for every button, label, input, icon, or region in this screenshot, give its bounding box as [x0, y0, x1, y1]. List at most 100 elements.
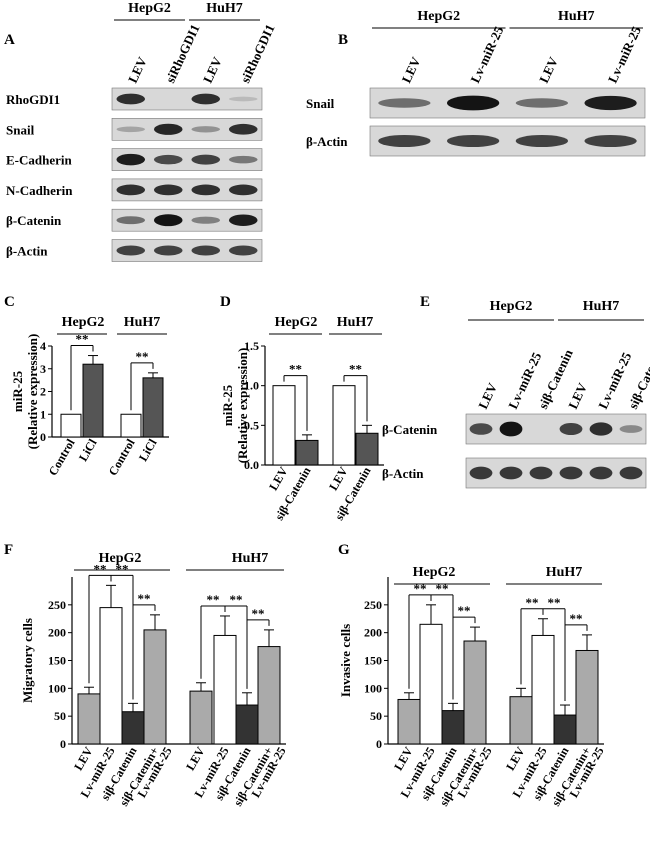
blot-strip: [111, 118, 263, 141]
blot-band: [116, 245, 145, 256]
blot-band: [378, 134, 431, 148]
bar: [120, 413, 142, 438]
y-tick-label: 0: [60, 737, 66, 751]
blot-band: [154, 184, 183, 196]
blot-strip: [111, 178, 263, 202]
blot-band: [229, 245, 258, 256]
blot-band: [447, 134, 500, 148]
y-tick-label: 250: [364, 598, 382, 612]
group-label: HuH7: [232, 551, 269, 566]
blot-row-label: β-Catenin: [6, 213, 62, 228]
blot-band: [116, 126, 145, 133]
y-tick-label: 100: [364, 681, 382, 695]
blot-band: [378, 98, 431, 108]
lane-label: LEV: [200, 54, 225, 85]
bar: [121, 711, 145, 745]
lane-label: LEV: [475, 380, 500, 411]
blot-band: [116, 93, 145, 105]
blot-band: [589, 466, 613, 480]
bar: [463, 640, 487, 745]
bar: [77, 693, 101, 745]
blot-band: [191, 154, 220, 165]
y-tick-label: 4: [40, 339, 46, 353]
blot-band: [191, 245, 220, 256]
blot-band: [619, 425, 643, 433]
blot-band: [191, 93, 220, 105]
blot-row-label: Snail: [6, 122, 35, 137]
bar: [60, 413, 82, 438]
bar: [332, 385, 356, 466]
blot-band: [559, 466, 583, 480]
blot-strip: [465, 457, 647, 489]
blot-row-label: β-Actin: [382, 466, 424, 481]
lane-label: LEV: [536, 54, 561, 85]
blot-band: [229, 184, 258, 196]
group-label: HepG2: [413, 565, 456, 580]
bar: [213, 634, 237, 745]
bar: [575, 649, 599, 745]
y-tick-label: 1.0: [244, 379, 259, 393]
bar: [509, 696, 533, 745]
blot-band: [529, 466, 553, 480]
blot-band: [154, 154, 183, 165]
bar: [531, 634, 555, 745]
significance-label: **: [414, 581, 427, 596]
blot-strip: [111, 239, 263, 262]
bar: [257, 646, 281, 745]
blot-band: [589, 422, 613, 436]
bar: [235, 704, 259, 745]
blot-band: [584, 134, 637, 148]
blot-band: [154, 214, 183, 227]
blot-band: [515, 134, 568, 148]
blot-band: [191, 184, 220, 196]
blot-band: [229, 214, 258, 226]
blot-row-label: RhoGDI1: [6, 92, 60, 107]
blot-band: [191, 126, 220, 133]
y-axis-label: Migratory cells: [20, 618, 35, 703]
significance-label: **: [94, 561, 107, 576]
y-tick-label: 150: [48, 654, 66, 668]
category-label: LiCl: [136, 436, 160, 464]
panel-letter-f: F: [4, 542, 13, 558]
category-label: Control: [106, 436, 138, 478]
cell-line-label: HepG2: [417, 9, 460, 24]
significance-label: **: [349, 362, 362, 377]
group-label: HepG2: [62, 315, 105, 330]
blot-band: [229, 155, 258, 164]
category-label: Control: [46, 436, 78, 478]
cell-line-label: HuH7: [558, 9, 595, 24]
significance-label: **: [138, 591, 151, 606]
y-axis-label: (Relative expression): [25, 334, 40, 450]
group-label: HepG2: [99, 551, 142, 566]
category-label: LEV: [183, 744, 208, 773]
blot-band: [116, 153, 145, 166]
cell-line-label: HuH7: [206, 1, 243, 16]
panel-letter-e: E: [420, 294, 430, 310]
group-label: HuH7: [337, 315, 374, 330]
lane-label: LEV: [565, 380, 590, 411]
y-tick-label: 0.5: [244, 418, 259, 432]
significance-label: **: [252, 606, 265, 621]
bar: [419, 623, 443, 745]
lane-label: LEV: [398, 54, 423, 85]
y-tick-label: 1: [40, 407, 46, 421]
cell-line-label: HuH7: [583, 299, 620, 314]
blot-strip: [111, 148, 263, 171]
group-label: HuH7: [124, 315, 161, 330]
blot-band: [447, 95, 500, 111]
blot-row-label: N-Cadherin: [6, 183, 73, 198]
group-label: HuH7: [546, 565, 583, 580]
y-tick-label: 2: [40, 385, 46, 399]
significance-label: **: [458, 603, 471, 618]
y-axis-label: miR-25: [220, 384, 235, 426]
y-tick-label: 200: [364, 626, 382, 640]
y-tick-label: 0: [40, 430, 46, 444]
y-tick-label: 50: [54, 709, 66, 723]
lane-label: Lv-miR-25: [605, 24, 644, 86]
cell-line-label: HepG2: [490, 299, 533, 314]
blot-band: [499, 421, 523, 437]
blot-strip: [111, 87, 263, 111]
significance-label: **: [570, 611, 583, 626]
bar: [82, 363, 104, 438]
